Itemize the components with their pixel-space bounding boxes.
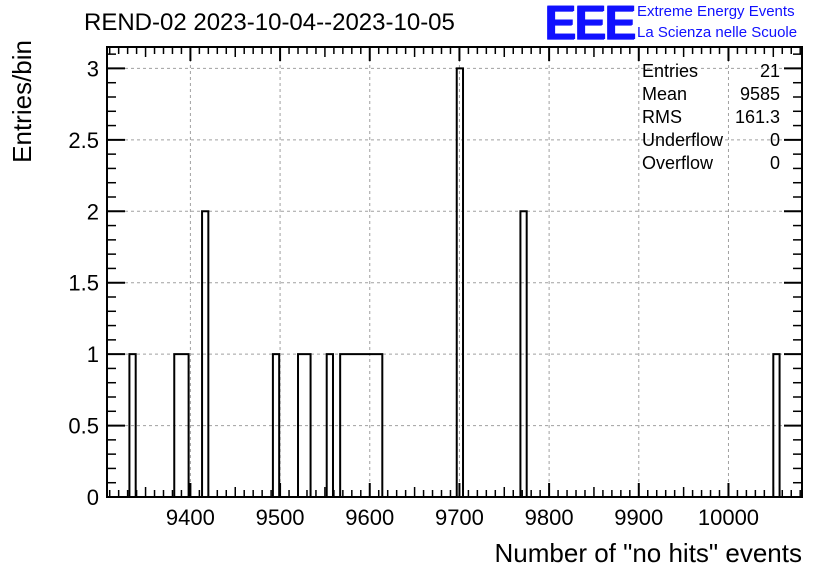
plot-frame: [106, 46, 803, 498]
stat-label: Underflow: [642, 130, 724, 150]
stat-label: Mean: [642, 84, 688, 104]
stat-value: 0: [769, 153, 780, 173]
y-tick-label: 0.5: [68, 414, 99, 439]
stat-row-mean: Mean 9585: [642, 83, 780, 106]
x-tick-label: 9400: [166, 505, 215, 530]
y-tick-label: 2: [87, 199, 99, 224]
y-axis-label: Entries/bin: [7, 40, 37, 163]
stat-row-underflow: Underflow 0: [642, 129, 780, 152]
axis-ticks: [107, 47, 802, 498]
x-tick-label: 9800: [525, 505, 574, 530]
x-tick-label: 10000: [698, 505, 759, 530]
stat-value: 9585: [739, 84, 780, 104]
x-tick-label: 9600: [345, 505, 394, 530]
y-tick-label: 0: [87, 485, 99, 510]
x-tick-label: 9700: [435, 505, 484, 530]
stat-label: Overflow: [642, 153, 714, 173]
stat-value: 161.3: [734, 107, 780, 127]
logo-line-1: Extreme Energy Events: [637, 3, 795, 20]
stat-label: RMS: [642, 107, 682, 127]
tick-labels: 9400 9500 9600 9700 9800 9900 10000 0 0.5 1 1.5 2 2.…: [68, 56, 759, 530]
statistics-box: Entries 21 Mean 9585 RMS 161.3 Underflow 0 O…: [642, 60, 780, 175]
stat-row-overflow: Overflow 0: [642, 152, 780, 175]
stat-row-rms: RMS 161.3: [642, 106, 780, 129]
y-tick-label: 2.5: [68, 128, 99, 153]
y-tick-label: 1.5: [68, 271, 99, 296]
x-tick-label: 9900: [614, 505, 663, 530]
x-tick-label: 9500: [256, 505, 305, 530]
eee-logo: EEE: [544, 0, 636, 50]
y-tick-label: 1: [87, 342, 99, 367]
grid-lines: [107, 47, 802, 497]
stat-label: Entries: [642, 61, 699, 81]
stat-row-entries: Entries 21: [642, 60, 780, 83]
x-axis-label: Number of "no hits" events: [495, 538, 803, 568]
logo-line-2: La Scienza nelle Scuole: [637, 24, 798, 41]
stat-value: 21: [759, 61, 780, 81]
y-tick-label: 3: [87, 56, 99, 81]
stat-value: 0: [769, 130, 780, 150]
chart-title: REND-02 2023-10-04--2023-10-05: [84, 9, 455, 36]
